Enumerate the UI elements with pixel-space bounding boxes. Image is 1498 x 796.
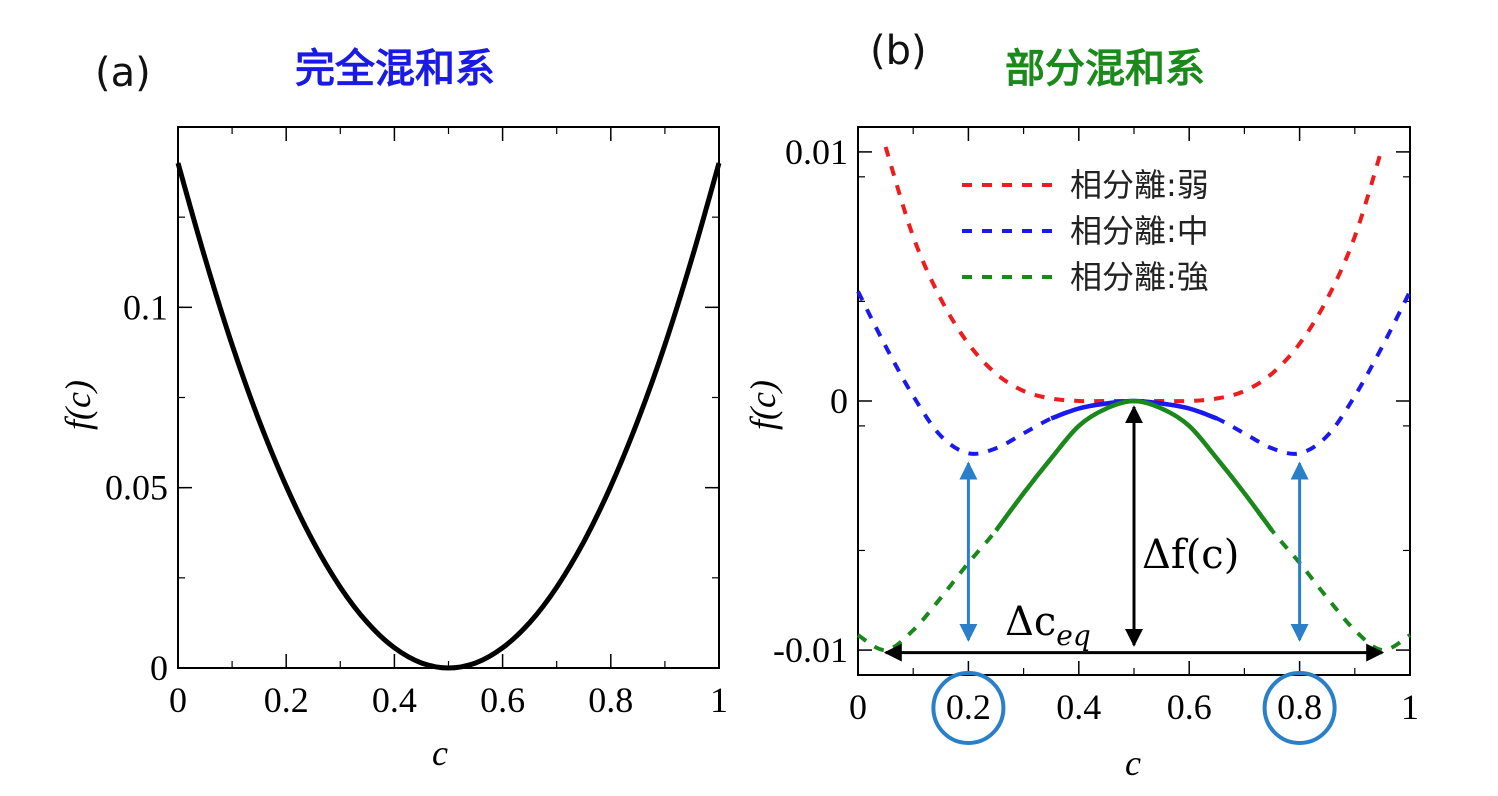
panel-b-title: 部分混和系 [1005,46,1205,92]
x-tick-label: 0.6 [480,680,525,720]
series-solid-3 [994,398,1274,532]
panel-a-series [175,162,722,671]
x-tick-label: 1 [710,680,728,720]
panel-a-frame [177,126,720,669]
y-tick-label: 0.05 [105,468,168,508]
panel-a-xlabel: c [432,733,448,773]
series-line-1 [883,146,1385,404]
tick-highlight-circle [1262,671,1337,745]
legend-label: 相分離:弱 [1070,166,1209,204]
y-tick-label: 0 [150,648,168,688]
series-line-3 [856,398,1412,653]
x-tick-label: 0 [169,680,187,720]
panel-a: (a) 完全混和系 0 0.2 0.4 0.6 0.8 1 0 0.05 0.1 c f(c) [58,46,728,773]
delta-c-main: Δc [1005,599,1056,645]
x-tick-label: 1 [1401,687,1419,727]
legend-label: 相分離:強 [1070,258,1209,296]
panel-a-label: (a) [95,50,151,96]
delta-f-label: Δf(c) [1142,532,1239,578]
legend-label: 相分離:中 [1070,212,1209,250]
x-tick-label: 0.8 [1277,687,1322,727]
delta-c-subscript: eq [1056,619,1091,652]
x-tick-label: 0.6 [1167,687,1212,727]
panel-b-annotations: Δf(c) Δceq [883,405,1385,745]
panel-b-ylabel: f(c) [743,380,783,430]
panel-a-ylabel: f(c) [58,380,98,430]
series-line [175,162,722,671]
x-tick-label: 0.8 [588,680,633,720]
panel-b-label: (b) [870,28,927,74]
y-tick-label: -0.01 [773,630,848,670]
tick-highlight-circle [931,671,1006,745]
panel-b-xlabel: c [1125,743,1141,783]
x-tick-label: 0.4 [1056,687,1101,727]
y-tick-label: 0.01 [785,132,848,172]
x-tick-label: 0.2 [264,680,309,720]
panel-b-series [856,146,1412,653]
panel-a-ticks: 0 0.2 0.4 0.6 0.8 1 0 0.05 0.1 [105,126,728,720]
panel-a-title: 完全混和系 [295,46,495,92]
y-tick-label: 0.1 [123,287,168,327]
delta-c-label: Δceq [1005,599,1091,652]
x-tick-label: 0.4 [372,680,417,720]
x-tick-label: 0.2 [946,687,991,727]
y-tick-label: 0 [830,381,848,421]
x-tick-label: 0 [849,687,867,727]
